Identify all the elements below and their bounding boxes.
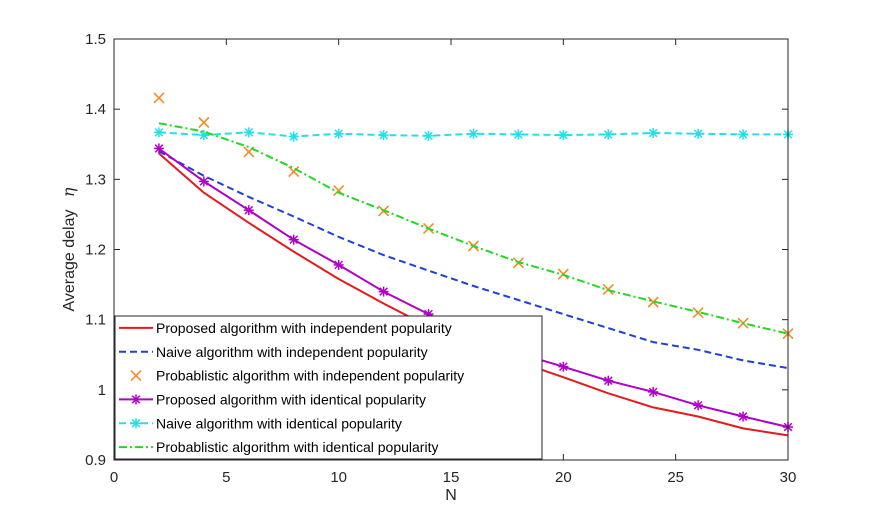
x-tick-label: 30 xyxy=(780,469,797,486)
plot-frame xyxy=(113,38,789,461)
legend-label: Proposed algorithm with identical popula… xyxy=(156,391,426,407)
data-point xyxy=(153,127,164,138)
y-tick-label: 1.5 xyxy=(85,31,106,48)
x-axis-label: N xyxy=(445,487,457,504)
data-point xyxy=(378,286,389,297)
series-line xyxy=(158,131,788,138)
data-point xyxy=(693,400,704,411)
data-point xyxy=(738,411,749,422)
data-point xyxy=(333,259,344,270)
data-point xyxy=(198,116,210,129)
legend-item: Proposed algorithm with identical popula… xyxy=(119,391,426,407)
y-axis-label-symbol: η xyxy=(59,187,78,197)
data-point xyxy=(558,130,569,141)
legend-item: Proposed algorithm with independent popu… xyxy=(119,320,452,336)
data-point xyxy=(243,205,254,216)
data-point xyxy=(333,128,344,139)
series-2 xyxy=(158,150,789,370)
legend-label: Naive algorithm with identical popularit… xyxy=(156,415,402,431)
data-point xyxy=(693,128,704,139)
x-tick-label: 5 xyxy=(222,469,230,486)
legend-swatch-marker xyxy=(130,370,142,382)
data-point xyxy=(288,234,299,245)
data-point xyxy=(468,128,479,139)
legend-swatch-marker xyxy=(131,394,141,405)
y-axis-label: Average delay η xyxy=(59,187,78,311)
x-tick-label: 0 xyxy=(110,469,118,486)
x-tick-label: 15 xyxy=(443,469,460,486)
y-tick-label: 0.9 xyxy=(85,452,106,469)
y-axis-label-text: Average delay xyxy=(61,210,78,312)
data-point xyxy=(243,127,254,138)
data-point xyxy=(378,130,389,141)
legend: Proposed algorithm with independent popu… xyxy=(114,315,543,460)
series-6 xyxy=(158,122,789,335)
legend-box xyxy=(114,315,543,460)
legend-label: Proposed algorithm with independent popu… xyxy=(156,320,452,336)
data-point xyxy=(513,129,524,140)
legend-label: Naive algorithm with independent popular… xyxy=(156,344,428,360)
data-point xyxy=(738,129,749,140)
data-point xyxy=(603,375,614,386)
data-point xyxy=(603,129,614,140)
x-tick-label: 20 xyxy=(555,469,572,486)
x-tick-label: 10 xyxy=(330,469,347,486)
series-5 xyxy=(153,127,793,142)
y-tick-label: 1.4 xyxy=(85,101,106,118)
y-tick-label: 1.2 xyxy=(85,242,106,259)
data-point xyxy=(198,176,209,187)
data-point xyxy=(153,92,165,104)
legend-swatch-marker xyxy=(131,418,141,429)
y-tick-label: 1 xyxy=(98,382,106,399)
data-point xyxy=(423,130,434,141)
data-point xyxy=(288,166,300,178)
legend-item: Probablistic algorithm with identical po… xyxy=(119,439,438,455)
data-point xyxy=(288,131,299,142)
data-point xyxy=(692,307,704,319)
data-point xyxy=(648,128,659,139)
data-point xyxy=(648,386,659,397)
data-point xyxy=(647,296,659,308)
data-point xyxy=(198,130,209,141)
legend-item: Naive algorithm with identical popularit… xyxy=(119,415,402,431)
legend-item: Naive algorithm with independent popular… xyxy=(119,344,428,360)
legend-label: Probablistic algorithm with independent … xyxy=(156,368,464,384)
series-line xyxy=(158,150,789,370)
data-point xyxy=(153,143,164,154)
series-line xyxy=(158,122,789,335)
y-tick-label: 1.1 xyxy=(85,312,106,329)
legend-label: Probablistic algorithm with identical po… xyxy=(156,439,438,455)
axis-ticks: 0 5 10 15 20 25 30 0.9 1 1.1 1.2 1.3 1.4 1.5 xyxy=(85,31,796,486)
data-point xyxy=(558,361,569,372)
x-tick-label: 25 xyxy=(667,469,684,486)
legend-item: Probablistic algorithm with independent … xyxy=(130,368,464,384)
series-layer xyxy=(153,92,794,437)
y-tick-label: 1.3 xyxy=(85,171,106,188)
